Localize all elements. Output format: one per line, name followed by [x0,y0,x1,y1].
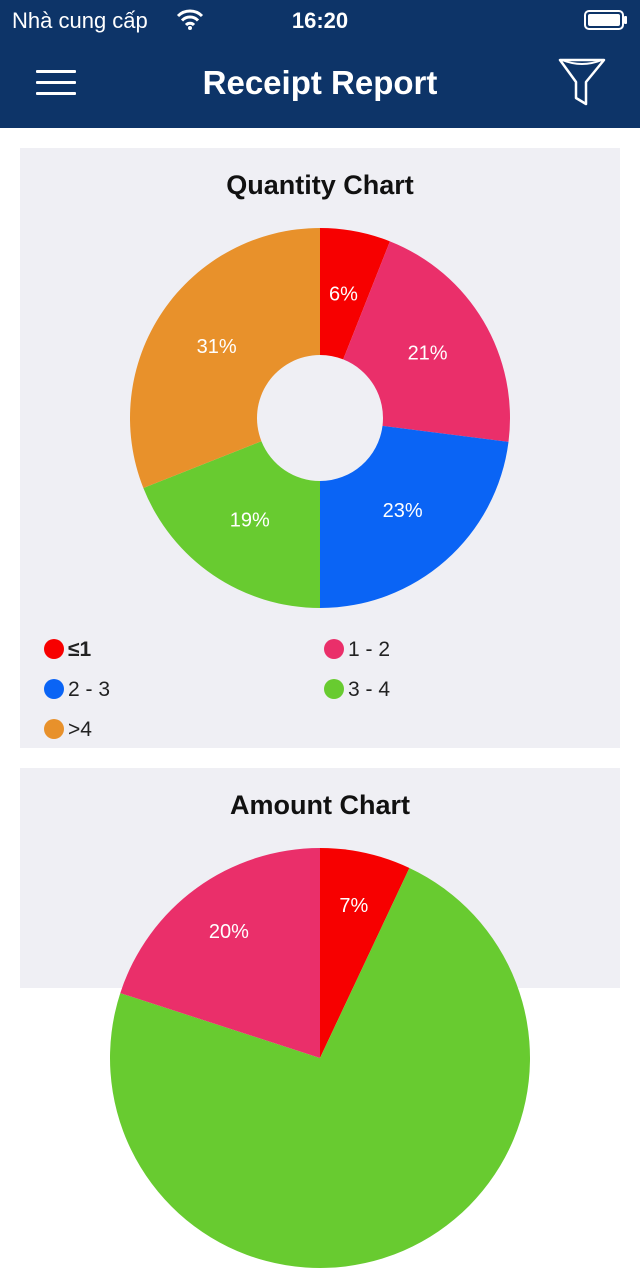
carrier-name: Nhà cung cấp [12,8,148,33]
amount-slice-label-0: 7% [339,895,368,917]
legend-dot [324,639,344,659]
amount-slice-label-2: 20% [209,921,249,943]
nav-bar: Receipt Report [0,40,640,128]
legend-item-2-3: 2 - 3 [44,678,110,702]
amount-chart-title: Amount Chart [230,790,410,820]
amount-pie-chart: 7% 20% [110,848,530,1268]
hamburger-menu-icon[interactable] [36,70,76,96]
battery-icon [584,10,627,30]
legend-item-gt4: >4 [44,718,92,742]
legend-label: 1 - 2 [348,638,391,661]
legend-dot [44,639,64,659]
slice-label-0: 6% [329,283,358,305]
amount-chart-card: Amount Chart 7% 20% [20,768,620,1268]
legend-dot [324,679,344,699]
legend-item-le1: ≤1 [44,638,91,662]
filter-funnel-icon[interactable] [558,56,606,108]
slice-label-4: 31% [197,336,237,358]
status-bar: Nhà cung cấp 16:20 [0,0,640,40]
slice-3[interactable] [143,441,320,608]
legend-dot [44,719,64,739]
slice-label-1: 21% [408,343,448,365]
page-title: Receipt Report [202,64,438,101]
legend-item-1-2: 1 - 2 [324,638,390,662]
wifi-icon [176,9,204,30]
legend-label: 3 - 4 [348,678,391,701]
slice-1[interactable] [343,241,510,442]
slice-label-3: 19% [230,510,270,532]
quantity-chart-card: Quantity Chart 6% 21% 23% 19% 31% ≤1 1 - 2 2… [20,148,620,748]
slice-2[interactable] [320,425,509,608]
legend-item-3-4: 3 - 4 [324,678,390,702]
legend-label: >4 [68,718,92,741]
clock-time: 16:20 [291,8,349,33]
legend-label: ≤1 [68,638,92,661]
slice-4[interactable] [130,228,320,488]
legend-dot [44,679,64,699]
legend-label: 2 - 3 [68,678,111,701]
slice-label-2: 23% [383,500,423,522]
quantity-donut-chart: 6% 21% 23% 19% 31% [130,228,510,608]
slice-0[interactable] [320,228,390,360]
quantity-chart-title: Quantity Chart [226,170,414,200]
